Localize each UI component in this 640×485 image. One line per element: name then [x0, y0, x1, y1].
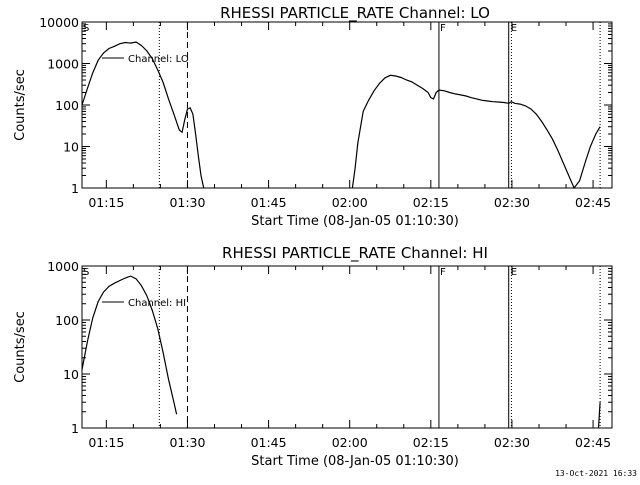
x-axis-label: Start Time (08-Jan-05 01:10:30) [251, 454, 459, 469]
marker-f-label: F [440, 267, 446, 278]
y-axis-label: Counts/sec [13, 69, 28, 141]
x-tick-label: 01:15 [88, 195, 124, 210]
chart-title: RHESSI PARTICLE_RATE Channel: HI [222, 244, 488, 263]
plot-frame [81, 21, 613, 189]
series-line [351, 74, 601, 190]
x-tick-label: 01:15 [88, 435, 124, 450]
y-tick-label: 10000 [39, 15, 79, 30]
x-tick-label: 02:45 [575, 195, 611, 210]
y-tick-label: 10 [63, 140, 79, 155]
panel-lo: RHESSI PARTICLE_RATE Channel: LO 1 10 100 10… [13, 4, 613, 229]
y-axis-label: Counts/sec [13, 311, 28, 383]
x-tick-label: 02:30 [494, 195, 530, 210]
x-tick-label: 01:30 [169, 435, 205, 450]
marker-e-label: E [511, 267, 517, 278]
x-tick-label: 02:45 [575, 435, 611, 450]
y-tick-label: 1000 [47, 57, 79, 72]
y-tick-label: 10 [63, 367, 79, 382]
legend-label: Channel: HI [128, 298, 186, 309]
chart-title: RHESSI PARTICLE_RATE Channel: LO [220, 4, 490, 23]
x-tick-label: 02:00 [332, 435, 368, 450]
marker-e-label: E [511, 23, 517, 34]
x-tick-label: 02:30 [494, 435, 530, 450]
x-tick-label: 02:15 [413, 435, 449, 450]
y-tick-label: 1000 [47, 259, 79, 274]
y-tick-label: 100 [55, 98, 79, 113]
series-line [597, 402, 601, 429]
y-tick-label: 1 [71, 181, 79, 196]
legend-label: Channel: LO [128, 54, 189, 65]
x-tick-label: 01:45 [251, 435, 287, 450]
series-line [81, 275, 178, 415]
series-line [81, 41, 205, 189]
x-tick-label: 02:15 [413, 195, 449, 210]
x-tick-label: 02:00 [332, 195, 368, 210]
panel-hi: RHESSI PARTICLE_RATE Channel: HI 1 10 100 10… [13, 244, 613, 469]
marker-f-label: F [440, 23, 446, 34]
plot-frame [81, 265, 613, 429]
footer-timestamp: 13-Oct-2021 16:33 [555, 469, 637, 478]
x-axis-label: Start Time (08-Jan-05 01:10:30) [251, 214, 459, 229]
y-tick-label: 100 [55, 313, 79, 328]
x-tick-label: 01:30 [169, 195, 205, 210]
marker-s-label: S [83, 23, 89, 34]
marker-s-label: S [83, 267, 89, 278]
y-tick-label: 1 [71, 421, 79, 436]
x-tick-label: 01:45 [251, 195, 287, 210]
